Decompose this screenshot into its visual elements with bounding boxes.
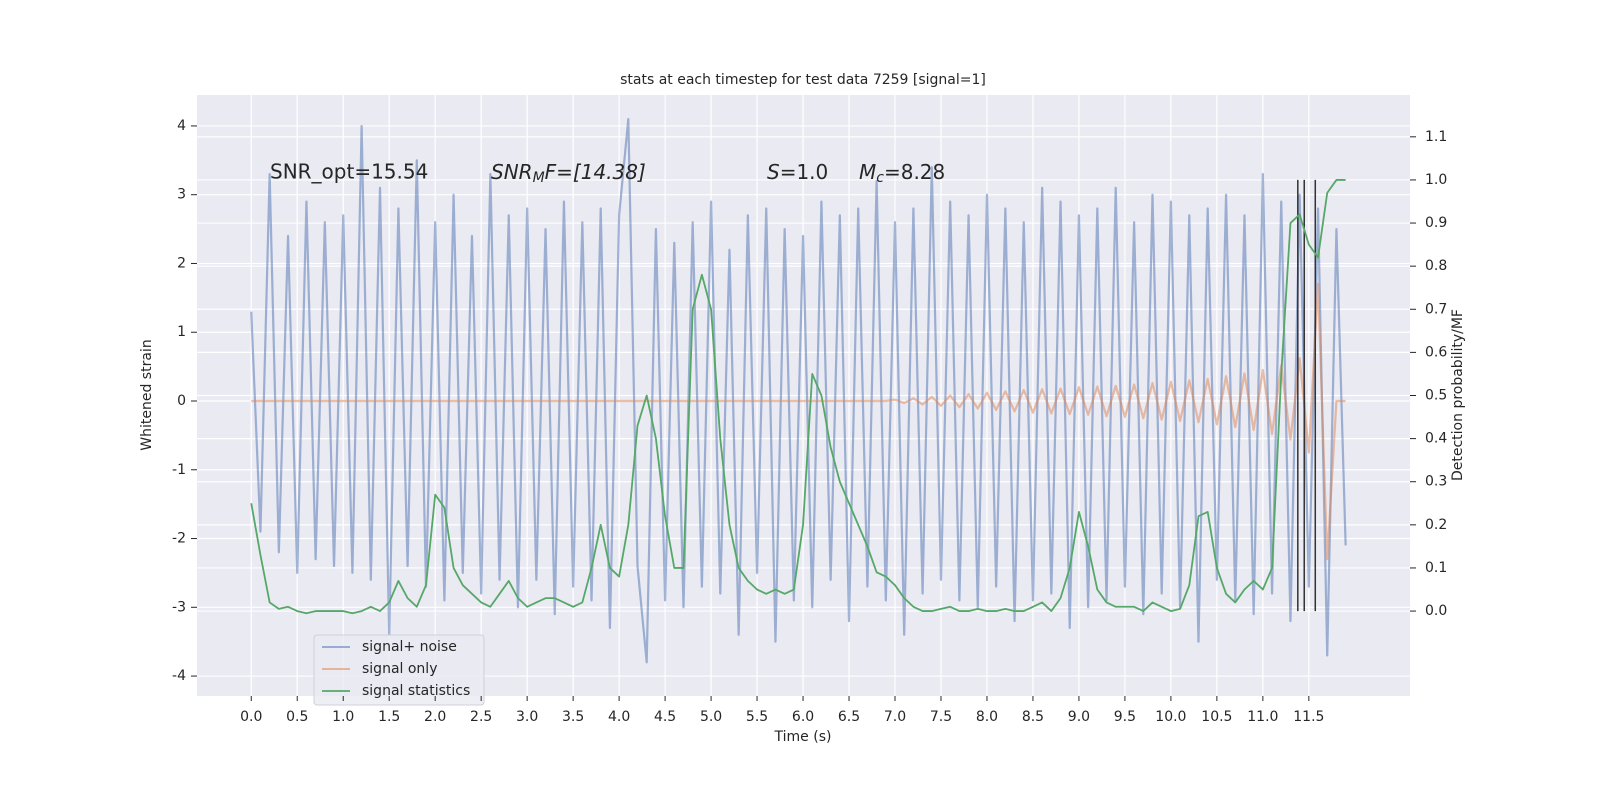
x-tick-label: 9.0: [1068, 709, 1090, 725]
series-line: [251, 283, 1346, 561]
x-tick-label: 6.5: [838, 709, 860, 725]
x-tick-label: 1.0: [332, 709, 354, 725]
x-tick-label: 2.0: [424, 709, 446, 725]
y2-axis-label: Detection probability/MF: [1450, 309, 1466, 481]
y2-tick-label: 0.8: [1425, 258, 1447, 274]
x-tick-label: 11.5: [1293, 709, 1324, 725]
y2-tick-label: 0.6: [1425, 344, 1447, 360]
y-tick-label: -1: [172, 462, 186, 478]
y-tick-label: 3: [177, 187, 186, 203]
y2-tick-label: 0.2: [1425, 517, 1447, 533]
annotation-part: M: [859, 160, 876, 184]
annotation: S=1.0: [767, 160, 828, 184]
x-tick-label: 5.5: [746, 709, 768, 725]
x-tick-label: 3.5: [562, 709, 584, 725]
x-tick-label: 10.5: [1201, 709, 1232, 725]
y2-tick-label: 0.7: [1425, 301, 1447, 317]
annotation: SNR_opt=15.54: [270, 160, 428, 184]
y2-tick-label: 0.3: [1425, 474, 1447, 490]
annotation: Mc=8.28: [859, 160, 945, 187]
chart-title: stats at each timestep for test data 725…: [620, 72, 986, 88]
annotation-part: M: [533, 170, 545, 186]
y-tick-label: 4: [177, 118, 186, 134]
y-tick-label: 2: [177, 255, 186, 271]
x-tick-label: 9.5: [1114, 709, 1136, 725]
y2-tick-label: 0.9: [1425, 215, 1447, 231]
y-tick-label: -2: [172, 531, 186, 547]
annotation-part: SNR: [491, 160, 533, 184]
y-tick-label: 1: [177, 324, 186, 340]
x-tick-label: 0.5: [286, 709, 308, 725]
marks: [250, 117, 1347, 664]
series-line: [250, 117, 1347, 664]
annotation-part: c: [876, 170, 884, 186]
y2-tick-label: 1.0: [1425, 172, 1447, 188]
grid: [197, 95, 1410, 696]
legend-label: signal statistics: [362, 683, 470, 699]
x-tick-label: 10.0: [1155, 709, 1186, 725]
x-tick-label: 11.0: [1247, 709, 1278, 725]
x-tick-label: 3.0: [516, 709, 538, 725]
y2-tick-label: 0.0: [1425, 603, 1447, 619]
annotation-part: =8.28: [884, 160, 945, 184]
y-tick-label: -4: [172, 668, 186, 684]
legend-box: [313, 634, 485, 706]
y2-tick-label: 0.5: [1425, 388, 1447, 404]
y-axis-label: Whitened strain: [139, 339, 155, 450]
y2-tick-label: 1.1: [1425, 129, 1447, 145]
x-tick-label: 7.0: [884, 709, 906, 725]
y2-tick-label: 0.4: [1425, 431, 1447, 447]
x-tick-label: 1.5: [378, 709, 400, 725]
x-tick-label: 8.5: [1022, 709, 1044, 725]
x-tick-label: 0.0: [240, 709, 262, 725]
annotation-part: F=[14.38]: [545, 160, 646, 184]
x-tick-label: 4.0: [608, 709, 630, 725]
legend: signal+ noise signal only signal statistic…: [313, 634, 485, 706]
x-tick-label: 2.5: [470, 709, 492, 725]
annotation: SNRMF=[14.38]: [491, 160, 646, 187]
y2-tick-label: 0.1: [1425, 560, 1447, 576]
x-axis-label: Time (s): [774, 729, 832, 745]
y-tick-label: 0: [177, 393, 186, 409]
annotation-part: S: [767, 160, 780, 184]
x-tick-label: 8.0: [976, 709, 998, 725]
y-tick-label: -3: [172, 599, 186, 615]
series-line: [250, 179, 1346, 615]
x-tick-label: 5.0: [700, 709, 722, 725]
x-tick-label: 4.5: [654, 709, 676, 725]
annotation-part: =1.0: [780, 160, 829, 184]
legend-label: signal only: [362, 661, 437, 677]
x-tick-label: 7.5: [930, 709, 952, 725]
legend-label: signal+ noise: [362, 639, 457, 655]
x-tick-label: 6.0: [792, 709, 814, 725]
